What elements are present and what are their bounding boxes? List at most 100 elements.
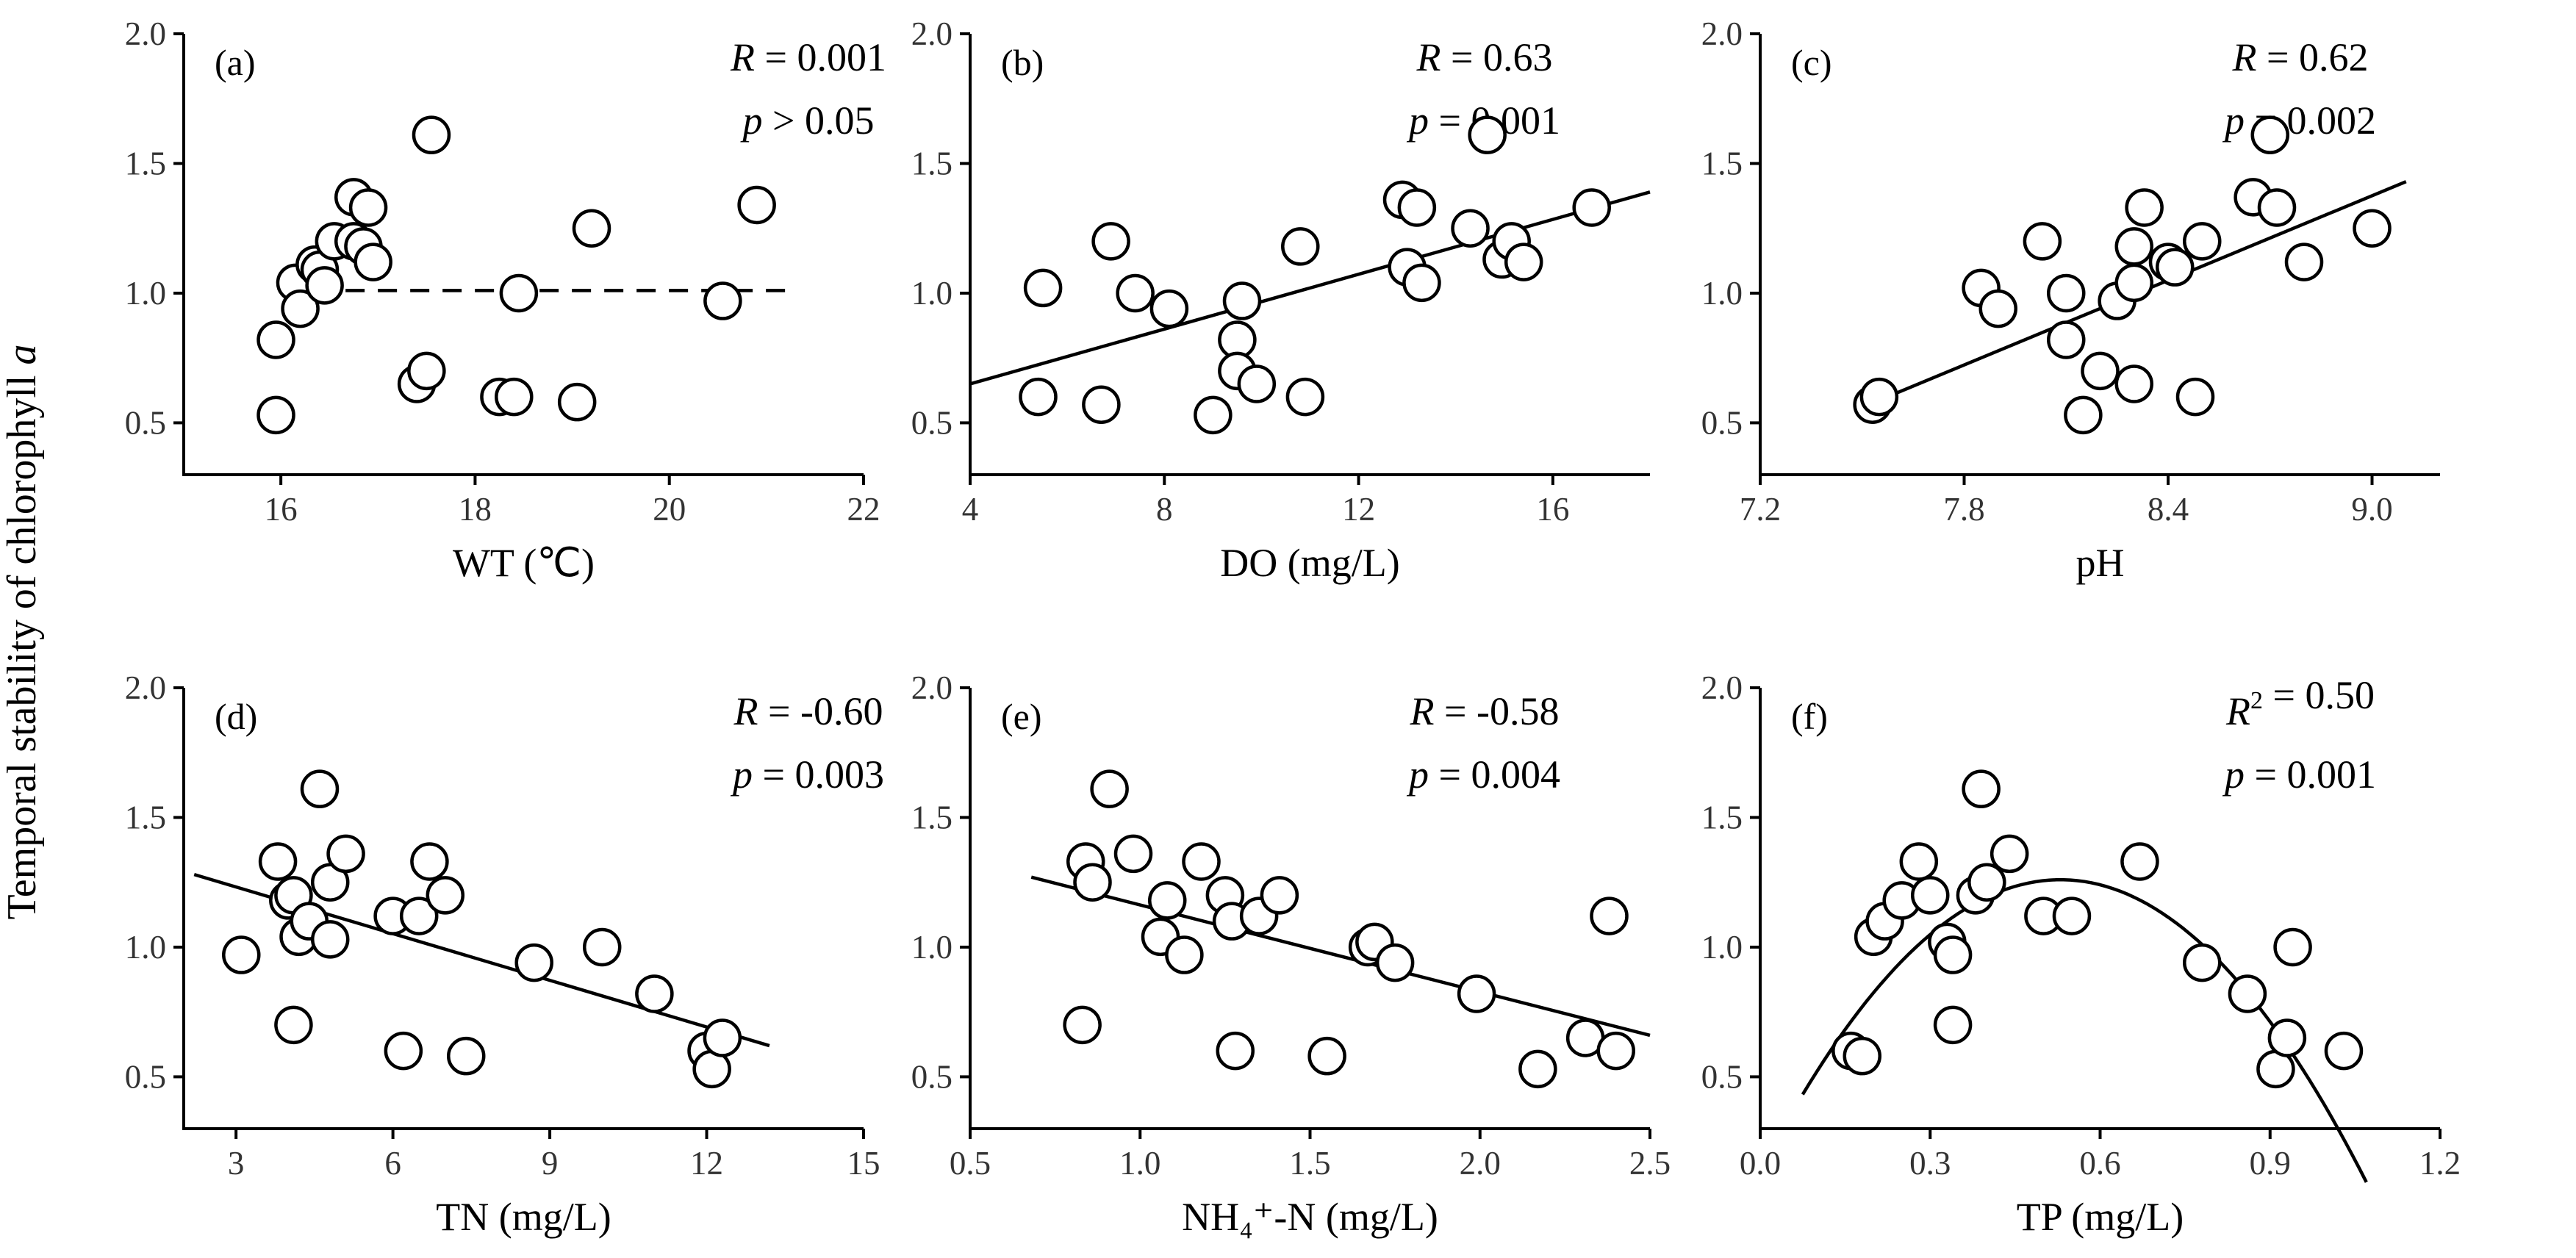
stat-value: 0.50 — [2305, 673, 2375, 717]
data-point — [348, 188, 388, 227]
x-axis-title: DO (mg/L) — [1220, 541, 1399, 585]
stat-var: R — [733, 689, 758, 733]
data-point — [1911, 876, 1950, 915]
stat-operator: = — [2245, 752, 2286, 797]
data-point — [1375, 943, 1415, 982]
y-tick-label: 1.0 — [911, 929, 952, 966]
data-point — [1967, 863, 2006, 902]
stat-operator: = — [1429, 98, 1471, 143]
stat-value: 0.001 — [2286, 752, 2376, 797]
data-point — [1182, 842, 1221, 881]
data-point — [1148, 881, 1187, 920]
data-point — [514, 943, 553, 982]
data-point — [1962, 769, 2001, 808]
stat-value: 0.002 — [2286, 98, 2376, 143]
data-point — [2250, 115, 2289, 154]
chart-panel-b: 4 8 12 16 0.5 1.0 1.5 2.0 DO (mg/L) (b) R = 0.63 p … — [911, 15, 1651, 585]
data-point — [1457, 974, 1496, 1013]
x-tick-label: 9 — [542, 1145, 559, 1182]
data-point — [2081, 351, 2120, 391]
y-tick-label: 2.0 — [125, 669, 166, 706]
data-point — [1091, 222, 1130, 261]
y-tick-label: 1.5 — [125, 145, 166, 181]
stat-text: p = 0.001 — [1406, 98, 1560, 143]
panel-label: (d) — [215, 696, 257, 737]
data-point — [300, 769, 340, 808]
stat-var: R — [730, 35, 755, 79]
x-tick-label: 8 — [1156, 491, 1173, 528]
data-point — [2047, 273, 2086, 313]
data-point — [635, 974, 674, 1013]
data-point — [2175, 377, 2215, 417]
x-tick-label: 0.6 — [2079, 1145, 2120, 1182]
x-tick-label: 3 — [228, 1145, 245, 1182]
y-tick-label: 2.0 — [911, 15, 952, 52]
x-tick-label: 1.5 — [1289, 1145, 1330, 1182]
axis-frame — [182, 34, 864, 476]
quadratic-fit-curve — [1801, 877, 2368, 1183]
data-point — [407, 351, 446, 391]
stat-text: R = 0.62 — [2232, 35, 2369, 79]
stat-text: R2 = 0.50 — [2225, 673, 2375, 733]
data-point — [557, 382, 597, 422]
x-tick-label: 1.0 — [1119, 1145, 1160, 1182]
data-point — [495, 377, 534, 417]
x-tick-label: 12 — [690, 1145, 723, 1182]
data-point — [2156, 248, 2195, 287]
data-point — [1165, 935, 1204, 974]
stat-text: p = 0.004 — [1406, 752, 1560, 797]
data-point — [2114, 263, 2153, 303]
x-tick-label: 7.2 — [1740, 491, 1781, 528]
stat-text: p = 0.003 — [730, 752, 884, 797]
y-tick-label: 1.0 — [911, 275, 952, 312]
y-tick-label: 2.0 — [911, 669, 952, 706]
stat-operator: = — [1429, 752, 1471, 797]
stat-text: R = -0.58 — [1410, 689, 1560, 733]
data-point — [1590, 896, 1629, 935]
x-tick-label: 9.0 — [2351, 491, 2392, 528]
data-point — [2353, 209, 2392, 248]
x-tick-label: 1.2 — [2419, 1145, 2461, 1182]
x-tick-label: 8.4 — [2148, 491, 2189, 528]
data-point — [1978, 289, 2017, 328]
x-axis-title: TP (mg/L) — [2017, 1195, 2184, 1239]
x-tick-label: 15 — [847, 1145, 880, 1182]
data-point — [499, 273, 539, 313]
x-tick-label: 2.0 — [1460, 1145, 1501, 1182]
chart-panel-a: 16 18 20 22 0.5 1.0 1.5 2.0 WT (℃) (a) R = 0.001 p … — [125, 15, 886, 585]
x-axis-title: NH₄⁺-N (mg/L) — [1182, 1195, 1438, 1239]
x-tick-label: 0.5 — [950, 1145, 991, 1182]
data-point — [1572, 188, 1611, 227]
y-tick-label: 1.5 — [1701, 799, 1743, 835]
data-point — [2183, 943, 2222, 982]
data-point — [1899, 842, 1939, 881]
panel-label: (a) — [215, 42, 256, 83]
y-tick-label: 2.0 — [1701, 15, 1743, 52]
x-tick-label: 16 — [1536, 491, 1569, 528]
x-tick-label: 0.3 — [1909, 1145, 1951, 1182]
data-point — [1468, 115, 1507, 154]
data-point — [1222, 281, 1262, 320]
data-point — [2023, 222, 2062, 261]
stat-operator: > — [763, 98, 805, 143]
x-tick-label: 18 — [459, 491, 492, 528]
stat-var: R — [2225, 689, 2250, 733]
panel-label: (f) — [1791, 696, 1828, 737]
stat-value: 0.63 — [1483, 35, 1553, 79]
data-point — [1933, 935, 1973, 974]
data-point — [2120, 842, 2159, 881]
data-point — [2125, 188, 2164, 227]
stat-operator: = — [1435, 689, 1477, 733]
stat-var: R — [1416, 35, 1441, 79]
y-tick-label: 0.5 — [911, 404, 952, 441]
data-point — [258, 842, 298, 881]
stat-var: p — [2222, 752, 2245, 797]
data-point — [1149, 289, 1189, 328]
data-point — [1281, 227, 1320, 266]
y-tick-label: 1.5 — [125, 799, 166, 835]
data-point — [582, 927, 622, 967]
stat-text: R = 0.001 — [730, 35, 886, 79]
data-point — [256, 395, 295, 435]
data-point — [1116, 273, 1155, 313]
